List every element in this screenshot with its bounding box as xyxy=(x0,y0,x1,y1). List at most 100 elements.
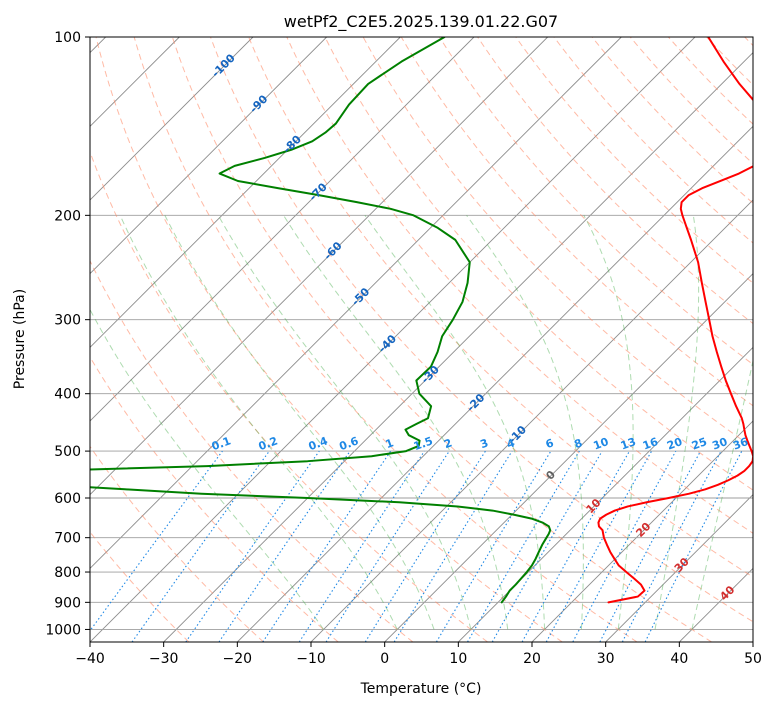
moist-adiabat-line xyxy=(364,215,546,630)
mixing-ratio-label: 30 xyxy=(710,435,729,453)
mixing-ratio-label: 1.5 xyxy=(412,434,435,453)
x-tick-label: −10 xyxy=(296,651,326,667)
moist-adiabat-line xyxy=(654,215,700,630)
isotherm-line xyxy=(384,273,753,642)
x-tick-label: −30 xyxy=(149,651,179,667)
isotherm-line xyxy=(237,125,753,642)
y-tick-label: 600 xyxy=(54,491,81,507)
dry-adiabat-line xyxy=(400,37,753,407)
plot-area: -100-90-80-70-60-50-40-30-20-10010203040… xyxy=(90,37,753,642)
plot-frame xyxy=(89,36,754,643)
mixing-ratio-line xyxy=(491,450,603,642)
dry-adiabat-line xyxy=(629,37,753,165)
mixing-ratio-line xyxy=(131,450,270,642)
mixing-ratio-label: 6 xyxy=(544,436,556,451)
dry-adiabat-line xyxy=(90,259,414,642)
temperature-profile xyxy=(597,37,753,604)
isotherm-line xyxy=(163,52,753,642)
isotherm-lines xyxy=(90,37,753,642)
mixing-ratio-line xyxy=(218,450,351,642)
mixing-ratio-line xyxy=(185,450,320,642)
isotherm-line xyxy=(90,37,548,496)
mixing-ratio-label: 13 xyxy=(619,435,638,452)
dry-adiabat-line xyxy=(133,37,638,642)
moist-adiabat-line xyxy=(583,215,634,630)
x-tick-label: −20 xyxy=(223,651,253,667)
dry-adiabat-line xyxy=(515,37,753,284)
moist-adiabat-line xyxy=(90,308,324,630)
y-tick-label: 500 xyxy=(54,444,81,460)
dry-adiabat-line xyxy=(591,37,753,204)
mixing-ratio-label: 0.6 xyxy=(338,434,361,453)
moist-adiabat-line xyxy=(283,215,509,630)
x-tick-label: 10 xyxy=(449,651,467,667)
mixing-ratio-label: 1 xyxy=(384,436,396,451)
y-tick-label: 1000 xyxy=(45,622,81,638)
dry-adiabat-line xyxy=(248,37,753,578)
y-tick-label: 700 xyxy=(54,531,81,547)
mixing-ratio-line xyxy=(545,450,653,642)
dry-adiabat-line xyxy=(95,37,563,642)
mixing-ratio-label: 36 xyxy=(731,435,750,453)
mixing-ratio-label: 4 xyxy=(505,436,517,451)
isotherm-line xyxy=(90,37,696,642)
y-tick-label: 100 xyxy=(54,30,81,46)
moist-adiabat-line xyxy=(164,215,435,630)
mixing-ratio-label: 16 xyxy=(641,435,660,453)
dry-adiabat-lines xyxy=(90,37,753,642)
mixing-ratio-line xyxy=(393,450,513,642)
isobar-gridlines xyxy=(90,37,753,630)
dewpoint-profile xyxy=(90,37,552,604)
mixing-ratio-label: 2 xyxy=(442,436,454,451)
mixing-ratio-label: 25 xyxy=(690,435,709,452)
y-tick-label: 400 xyxy=(54,387,81,403)
isotherm-line xyxy=(90,37,475,422)
y-axis-ticks: 100 200 300 400 500 600 700 800 900 1000 xyxy=(45,30,90,638)
isotherm-line xyxy=(90,37,401,348)
y-tick-label: 900 xyxy=(54,595,81,611)
y-tick-label: 800 xyxy=(54,565,81,581)
x-axis-label: Temperature (°C) xyxy=(360,681,482,697)
moist-adiabat-line xyxy=(217,215,472,630)
dry-adiabat-line xyxy=(171,37,712,642)
mixing-ratio-label: 8 xyxy=(572,436,584,451)
x-tick-label: −40 xyxy=(75,651,105,667)
mixing-ratio-line xyxy=(572,450,677,642)
mixing-ratio-label: 10 xyxy=(592,435,611,453)
mixing-ratio-label: 0.4 xyxy=(307,434,330,453)
y-tick-label: 300 xyxy=(54,313,81,329)
isotherm-line xyxy=(90,37,254,201)
profile-series xyxy=(90,37,753,604)
mixing-ratio-line xyxy=(90,450,223,632)
y-tick-label: 200 xyxy=(54,208,81,224)
mixing-ratio-line xyxy=(467,450,580,642)
mixing-ratio-label: 0.2 xyxy=(257,434,280,453)
isotherm-line xyxy=(605,494,753,642)
x-tick-label: 0 xyxy=(380,651,389,667)
moist-adiabat-line xyxy=(466,215,584,630)
moist-adiabat-lines xyxy=(90,215,753,630)
dry-adiabat-line xyxy=(477,37,753,325)
isotherm-line xyxy=(458,346,753,642)
chart-title: wetPf2_C2E5.2025.139.01.22.G07 xyxy=(284,12,558,32)
x-tick-label: 30 xyxy=(597,651,615,667)
moist-adiabat-line xyxy=(119,215,398,630)
mixing-ratio-line xyxy=(325,450,450,642)
mixing-ratio-labels: 0.1 0.2 0.4 0.6 1 1.5 2 3 4 6 8 10 13 16 20 25 30 36 xyxy=(210,434,750,453)
dry-adiabat-line xyxy=(90,445,264,642)
isotherm-line xyxy=(90,37,327,275)
x-tick-label: 20 xyxy=(523,651,541,667)
dry-adiabat-line xyxy=(210,37,753,623)
isotherm-line xyxy=(531,420,753,642)
dry-adiabat-line xyxy=(324,37,753,491)
isotherm-line xyxy=(90,37,622,569)
mixing-ratio-label: 3 xyxy=(478,436,490,451)
dry-adiabat-line xyxy=(362,37,753,449)
mixing-ratio-label: 0.1 xyxy=(210,434,233,453)
x-tick-label: 50 xyxy=(744,651,762,667)
y-axis-label: Pressure (hPa) xyxy=(12,289,28,389)
x-tick-label: 40 xyxy=(670,651,688,667)
mixing-ratio-line xyxy=(521,450,630,642)
